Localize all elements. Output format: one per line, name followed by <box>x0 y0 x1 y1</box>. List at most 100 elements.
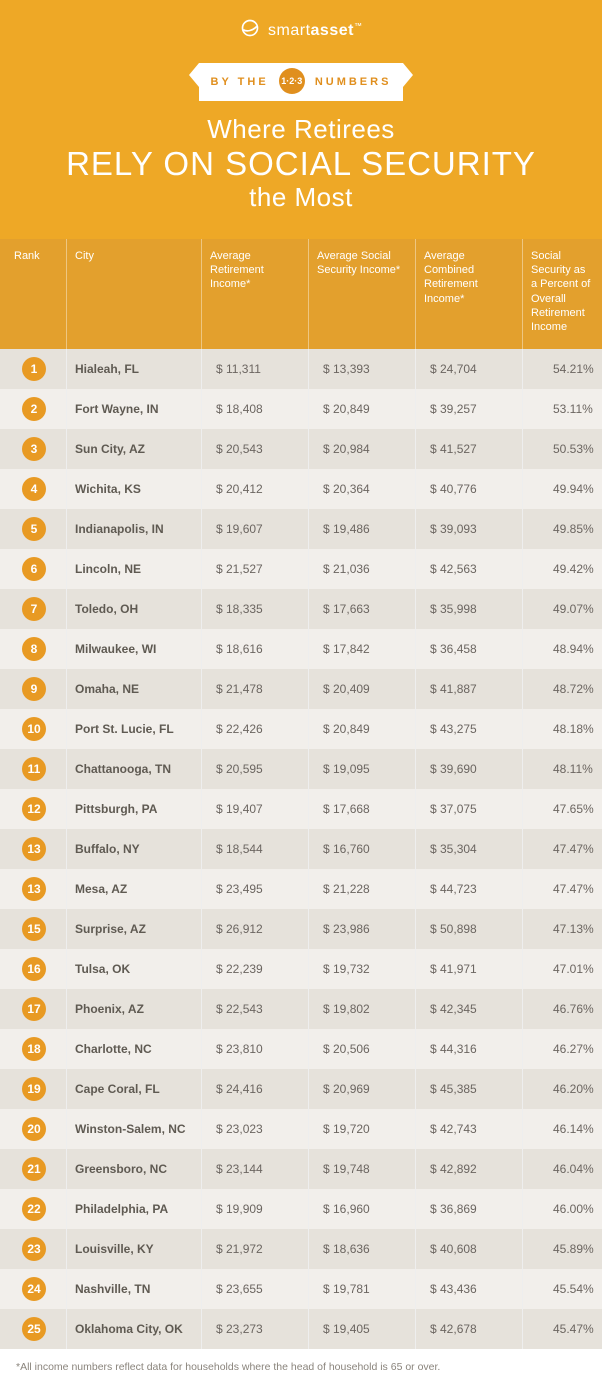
cell-city: Pittsburgh, PA <box>67 789 202 829</box>
cell-comb: $ 39,257 <box>416 389 523 429</box>
cell-ret: $ 21,527 <box>202 549 309 589</box>
cell-ret: $ 19,407 <box>202 789 309 829</box>
cell-city: Port St. Lucie, FL <box>67 709 202 749</box>
table-row: 20Winston-Salem, NC$ 23,023$ 19,720$ 42,… <box>0 1109 602 1149</box>
cell-pct: 48.18% <box>523 709 602 749</box>
cell-ss: $ 19,781 <box>309 1269 416 1309</box>
rank-badge: 24 <box>22 1277 46 1301</box>
cell-ret: $ 18,616 <box>202 629 309 669</box>
table-row: 13Buffalo, NY$ 18,544$ 16,760$ 35,30447.… <box>0 829 602 869</box>
cell-rank: 16 <box>0 949 67 989</box>
cell-comb: $ 41,971 <box>416 949 523 989</box>
cell-ret: $ 23,023 <box>202 1109 309 1149</box>
cell-ss: $ 19,748 <box>309 1149 416 1189</box>
cell-pct: 49.85% <box>523 509 602 549</box>
cell-comb: $ 42,563 <box>416 549 523 589</box>
cell-rank: 13 <box>0 829 67 869</box>
table-row: 11Chattanooga, TN$ 20,595$ 19,095$ 39,69… <box>0 749 602 789</box>
rank-badge: 23 <box>22 1237 46 1261</box>
cell-pct: 46.04% <box>523 1149 602 1189</box>
cell-pct: 46.76% <box>523 989 602 1029</box>
logo-mark-icon <box>240 18 260 43</box>
table-body: 1Hialeah, FL$ 11,311$ 13,393$ 24,70454.2… <box>0 349 602 1349</box>
cell-city: Milwaukee, WI <box>67 629 202 669</box>
cell-pct: 54.21% <box>523 349 602 389</box>
cell-city: Charlotte, NC <box>67 1029 202 1069</box>
cell-comb: $ 24,704 <box>416 349 523 389</box>
rank-badge: 4 <box>22 477 46 501</box>
rank-badge: 21 <box>22 1157 46 1181</box>
cell-ret: $ 23,655 <box>202 1269 309 1309</box>
cell-ret: $ 18,544 <box>202 829 309 869</box>
cell-comb: $ 43,436 <box>416 1269 523 1309</box>
ribbon: BY THE 1·2·3 NUMBERS <box>199 63 404 101</box>
table-row: 5Indianapolis, IN$ 19,607$ 19,486$ 39,09… <box>0 509 602 549</box>
cell-pct: 47.47% <box>523 829 602 869</box>
table-row: 15Surprise, AZ$ 26,912$ 23,986$ 50,89847… <box>0 909 602 949</box>
cell-ret: $ 19,607 <box>202 509 309 549</box>
cell-city: Cape Coral, FL <box>67 1069 202 1109</box>
cell-comb: $ 35,998 <box>416 589 523 629</box>
col-city: City <box>67 239 202 349</box>
cell-city: Surprise, AZ <box>67 909 202 949</box>
title-line3: the Most <box>20 183 582 213</box>
cell-ret: $ 20,595 <box>202 749 309 789</box>
ribbon-badge: 1·2·3 <box>279 68 305 94</box>
cell-rank: 5 <box>0 509 67 549</box>
cell-ss: $ 16,760 <box>309 829 416 869</box>
cell-ss: $ 20,849 <box>309 709 416 749</box>
cell-city: Greensboro, NC <box>67 1149 202 1189</box>
cell-rank: 3 <box>0 429 67 469</box>
cell-rank: 8 <box>0 629 67 669</box>
rank-badge: 12 <box>22 797 46 821</box>
brand-text-light: smart <box>268 22 311 39</box>
cell-ret: $ 23,273 <box>202 1309 309 1349</box>
cell-city: Phoenix, AZ <box>67 989 202 1029</box>
col-ret: Average Retirement Income* <box>202 239 309 349</box>
cell-pct: 47.13% <box>523 909 602 949</box>
cell-rank: 11 <box>0 749 67 789</box>
table-row: 7Toledo, OH$ 18,335$ 17,663$ 35,99849.07… <box>0 589 602 629</box>
rank-badge: 25 <box>22 1317 46 1341</box>
brand-name: smartasset™ <box>268 22 362 39</box>
cell-pct: 48.72% <box>523 669 602 709</box>
table-row: 12Pittsburgh, PA$ 19,407$ 17,668$ 37,075… <box>0 789 602 829</box>
cell-comb: $ 44,316 <box>416 1029 523 1069</box>
cell-rank: 12 <box>0 789 67 829</box>
rank-badge: 17 <box>22 997 46 1021</box>
col-comb: Average Combined Retirement Income* <box>416 239 523 349</box>
cell-city: Wichita, KS <box>67 469 202 509</box>
cell-city: Buffalo, NY <box>67 829 202 869</box>
cell-ss: $ 17,842 <box>309 629 416 669</box>
table-header-row: Rank City Average Retirement Income* Ave… <box>0 239 602 349</box>
table-row: 18Charlotte, NC$ 23,810$ 20,506$ 44,3164… <box>0 1029 602 1069</box>
cell-ss: $ 19,802 <box>309 989 416 1029</box>
cell-city: Mesa, AZ <box>67 869 202 909</box>
table-row: 9Omaha, NE$ 21,478$ 20,409$ 41,88748.72% <box>0 669 602 709</box>
cell-city: Indianapolis, IN <box>67 509 202 549</box>
cell-city: Sun City, AZ <box>67 429 202 469</box>
cell-city: Oklahoma City, OK <box>67 1309 202 1349</box>
cell-rank: 1 <box>0 349 67 389</box>
cell-comb: $ 50,898 <box>416 909 523 949</box>
cell-ss: $ 20,849 <box>309 389 416 429</box>
cell-comb: $ 37,075 <box>416 789 523 829</box>
rank-badge: 18 <box>22 1037 46 1061</box>
table-row: 21Greensboro, NC$ 23,144$ 19,748$ 42,892… <box>0 1149 602 1189</box>
cell-comb: $ 45,385 <box>416 1069 523 1109</box>
cell-pct: 47.47% <box>523 869 602 909</box>
cell-comb: $ 36,458 <box>416 629 523 669</box>
cell-city: Philadelphia, PA <box>67 1189 202 1229</box>
cell-city: Fort Wayne, IN <box>67 389 202 429</box>
cell-comb: $ 42,678 <box>416 1309 523 1349</box>
page-title: Where Retirees RELY ON SOCIAL SECURITY t… <box>20 115 582 213</box>
cell-rank: 25 <box>0 1309 67 1349</box>
cell-ret: $ 21,478 <box>202 669 309 709</box>
rank-badge: 15 <box>22 917 46 941</box>
cell-rank: 20 <box>0 1109 67 1149</box>
cell-ret: $ 22,426 <box>202 709 309 749</box>
rank-badge: 6 <box>22 557 46 581</box>
ribbon-left: BY THE <box>211 76 269 88</box>
table-row: 19Cape Coral, FL$ 24,416$ 20,969$ 45,385… <box>0 1069 602 1109</box>
rank-badge: 22 <box>22 1197 46 1221</box>
